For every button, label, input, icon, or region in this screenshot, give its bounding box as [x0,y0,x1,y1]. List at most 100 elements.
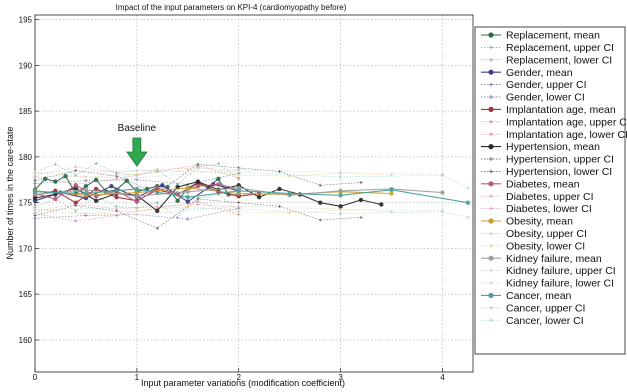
series-16-point-4 [237,173,241,177]
series-0-point-18 [216,176,221,182]
series-16-point-3 [186,168,190,172]
series-22 [33,169,470,190]
series-line-17 [34,205,392,214]
series-11 [33,197,363,230]
legend-label-16: Obesity, upper CI [506,228,587,240]
series-18-point-8 [440,190,445,195]
legend-label-4: Gender, upper CI [506,79,587,91]
series-3-point-5 [160,183,165,188]
series-23-point-4 [440,210,445,214]
series-17 [33,204,394,216]
legend-label-17: Obesity, lower CI [506,240,585,252]
legend-marker-9 [488,144,494,150]
series-9-point-3 [93,198,99,204]
legend-label-1: Replacement, upper CI [506,42,614,54]
legend-marker-16 [489,231,493,236]
series-23-point-3 [338,212,343,216]
series-10-point-4 [196,162,200,166]
series-13-point-1 [74,165,78,169]
x-tick-label-2: 2 [236,373,241,382]
series-10-point-7 [318,183,322,187]
legend-label-18: Kidney failure, mean [506,253,602,265]
series-18-point-3 [185,189,190,194]
series-20-point-1 [135,212,139,217]
series-23-point-2 [237,207,241,211]
series-17-point-4 [237,210,241,214]
series-line-5 [34,207,239,220]
legend-box [474,26,626,355]
legend-label-3: Gender, mean [506,67,573,79]
baseline-annotation: Baseline [118,123,156,167]
series-0-point-3 [63,173,68,179]
series-0-point-9 [124,178,129,183]
series-17-point-7 [389,210,394,214]
legend-label-20: Kidney failure, lower CI [506,278,614,290]
series-22-point-2 [237,170,241,175]
legend-marker-5 [489,95,493,99]
series-6-point-3 [93,186,99,192]
series-11-point-7 [318,218,322,222]
legend-marker-15 [488,218,494,224]
series-1-point-9 [216,161,220,165]
series-20-point-0 [33,211,37,215]
legend-marker-1 [489,45,493,50]
legend-label-10: Hypertension, upper CI [506,154,614,166]
series-11-point-4 [196,197,200,201]
series-line-23 [34,206,468,218]
series-5-point-0 [33,216,37,220]
legend-marker-12 [488,181,494,187]
y-tick-label-5: 185 [19,107,33,116]
series-14-point-3 [155,204,159,208]
series-21-point-1 [83,191,89,196]
legend-label-19: Kidney failure, upper CI [506,265,616,277]
series-12-point-2 [73,183,78,188]
legend-label-12: Diabetes, mean [506,178,580,190]
series-12-point-6 [155,185,160,191]
series-18-point-1 [83,187,89,193]
legend-label-0: Replacement, mean [506,30,600,42]
legend-marker-21 [488,292,494,298]
series-9-point-7 [175,184,180,190]
legend-label-5: Gender, lower CI [506,92,585,104]
series-2-point-6 [155,201,159,205]
legend-marker-23 [489,318,493,323]
series-line-15 [34,187,392,196]
series-9-point-14 [318,200,323,205]
series-12-point-5 [134,199,140,204]
series-0-point-1 [42,176,48,182]
series-20-point-2 [237,204,241,208]
series-12-point-8 [195,183,201,189]
legend-marker-0 [488,32,494,38]
legend-label-23: Cancer, lower CI [506,315,584,327]
x-tick-label-4: 4 [440,373,445,382]
series-10-point-2 [114,174,119,178]
legend-label-8: Implantation age, lower CI [506,129,627,141]
x-axis-ticks: 0 1 2 3 4 [33,368,445,382]
series-13-point-4 [196,166,200,170]
series-9-point-11 [256,194,262,200]
series-8-point-4 [196,200,200,204]
series-1-point-3 [94,161,98,165]
legend-marker-7 [489,119,493,124]
series-9-point-8 [195,179,201,184]
legend-label-7: Implantation age, upper CI [506,116,627,128]
series-2-point-2 [74,209,78,213]
series-21-point-7 [389,187,394,193]
series-9-point-1 [53,192,58,197]
series-10-point-8 [359,180,363,185]
series-22-point-1 [135,169,139,173]
series-6-point-4 [114,194,119,200]
series-17-point-3 [186,204,190,208]
y-tick-label-6: 190 [19,61,33,70]
series-1-point-2 [74,173,78,177]
y-tick-label-4: 180 [19,153,33,162]
series-11-point-5 [237,201,241,205]
series-21-point-4 [236,188,241,193]
series-4-point-1 [84,179,88,183]
series-23-point-1 [135,205,139,209]
x-tick-label-1: 1 [135,373,140,382]
series-11-point-3 [155,226,159,230]
series-9-point-16 [358,197,364,203]
series-19-point-3 [338,170,343,175]
